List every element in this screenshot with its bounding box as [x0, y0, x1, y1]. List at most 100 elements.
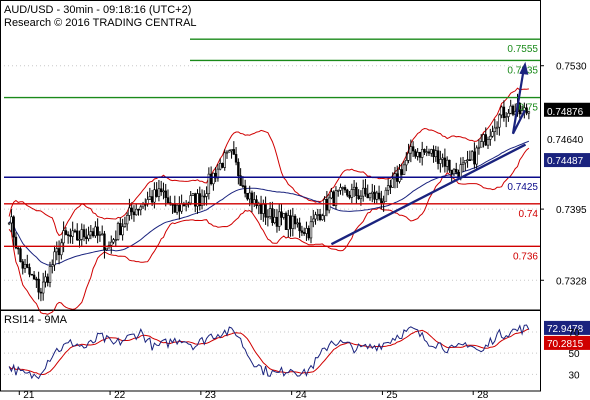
candle-body — [178, 204, 181, 212]
candle-body — [139, 206, 142, 211]
candle-body — [284, 213, 288, 230]
candle-body — [44, 276, 47, 283]
bollinger-upper-line — [8, 87, 529, 237]
candle-body — [230, 149, 233, 151]
candle-body — [359, 195, 363, 200]
upper-price-badge: 0.74640 — [547, 135, 584, 146]
candle-body — [114, 239, 118, 241]
candle-body — [495, 126, 499, 129]
candle-body — [234, 154, 238, 163]
candle-body — [432, 149, 435, 158]
candle-body — [473, 151, 476, 165]
candle-body — [461, 162, 465, 165]
candle-body — [507, 112, 510, 117]
candle-body — [184, 204, 188, 207]
trendline — [330, 143, 527, 246]
rsi-axis: 72.9478 70.2815 70 50 30 — [544, 320, 590, 381]
candle-body — [32, 274, 36, 280]
bollinger-bands — [8, 87, 530, 315]
candle-body — [159, 188, 163, 193]
candle-body — [459, 164, 462, 178]
candle-body — [94, 226, 97, 237]
candle-body — [209, 173, 213, 185]
candle-body — [423, 149, 426, 153]
candle-body — [7, 222, 11, 225]
candle-body — [291, 215, 295, 229]
candle-body — [287, 215, 290, 230]
candle-body — [180, 203, 183, 212]
price-badges: 0.74876 0.74640 0.74487 — [544, 102, 590, 168]
candle-body — [389, 185, 392, 188]
x-tick-label: 21 — [23, 390, 35, 400]
candle-body — [200, 195, 204, 206]
candle-body — [243, 185, 247, 194]
candle-body — [91, 231, 95, 237]
rsi-ma-badge-bg — [544, 335, 590, 350]
candle-body — [21, 261, 24, 269]
candle-body — [232, 149, 236, 155]
candle-body — [377, 192, 381, 199]
candle-body — [205, 193, 208, 197]
candle-body — [398, 169, 401, 182]
candle-body — [121, 226, 124, 236]
candle-body — [98, 234, 102, 236]
candle-body — [207, 173, 211, 195]
last-price-badge-bg — [544, 102, 590, 117]
candle-body — [262, 204, 265, 214]
upper-price-badge-bg — [544, 131, 590, 146]
level-label-0.736: 0.736 — [513, 251, 538, 262]
level-label-0.7425: 0.7425 — [507, 182, 538, 193]
candle-body — [259, 203, 263, 214]
rsi-ma-line — [8, 328, 530, 376]
candle-body — [405, 160, 408, 166]
x-tick-label: 22 — [114, 390, 126, 400]
rsi-tick-label: 50 — [568, 349, 580, 360]
candle-body — [450, 169, 453, 175]
x-tick-label: 28 — [477, 390, 489, 400]
candle-body — [48, 266, 52, 283]
candle-body — [443, 157, 447, 167]
level-label-0.74: 0.74 — [519, 209, 539, 220]
candle-body — [103, 233, 106, 251]
candle-body — [337, 190, 340, 192]
candle-body — [350, 189, 354, 198]
projection-line — [511, 65, 526, 135]
rsi-panel: RSI14 - 9MA — [0, 309, 541, 392]
y-tick-label: 0.7530 — [556, 62, 587, 73]
candle-body — [203, 195, 206, 198]
candle-body — [17, 247, 20, 250]
candle-body — [110, 241, 113, 246]
candle-body — [416, 152, 419, 157]
candle-body — [80, 229, 83, 240]
candle-body — [455, 168, 458, 173]
candle-body — [500, 106, 503, 116]
candle-body — [273, 216, 276, 223]
candle-body — [498, 114, 501, 128]
candle-body — [218, 162, 222, 170]
candle-body — [407, 152, 410, 161]
candle-body — [28, 267, 31, 275]
candle-body — [73, 230, 77, 233]
candle-body — [368, 193, 372, 199]
candle-body — [55, 248, 59, 253]
candle-body — [128, 207, 131, 216]
candle-body — [60, 242, 63, 256]
candle-body — [51, 264, 54, 267]
candle-body — [321, 215, 324, 220]
candle-body — [87, 234, 90, 240]
candle-body — [436, 150, 440, 164]
y-tick-label: 0.7328 — [556, 276, 587, 287]
candle-body — [482, 134, 485, 142]
candle-body — [391, 178, 394, 188]
candle-body — [414, 150, 417, 157]
research-line: Research © 2016 TRADING CENTRAL — [4, 17, 197, 29]
candle-body — [123, 223, 127, 227]
candle-body — [255, 199, 258, 207]
candle-body — [241, 185, 245, 187]
price-panel-border — [0, 0, 541, 311]
candle-body — [486, 139, 490, 146]
candle-body — [400, 169, 403, 175]
candle-body — [12, 216, 15, 238]
candle-body — [268, 208, 272, 217]
candle-body — [525, 107, 528, 114]
